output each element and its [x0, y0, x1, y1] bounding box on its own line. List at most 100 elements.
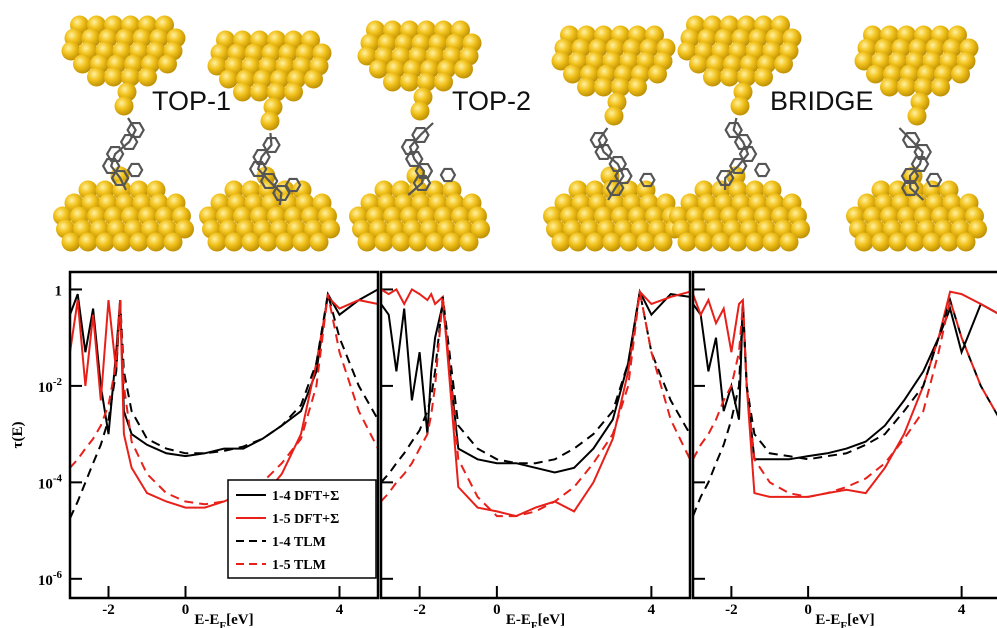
gold-atom: [577, 78, 596, 97]
gold-atom: [147, 233, 166, 252]
gold-atom: [164, 233, 183, 252]
gold-atom: [648, 65, 667, 84]
gold-atom: [637, 233, 656, 252]
gold-atom: [908, 107, 927, 126]
gold-atom: [400, 73, 419, 92]
legend-label: 1-4 TLM: [272, 535, 326, 550]
y-tick-label: 1: [55, 283, 63, 299]
x-axis-label-main: E-E: [194, 612, 219, 628]
gold-atom: [460, 233, 479, 252]
gold-atom: [763, 233, 782, 252]
y-tick-label: 10-4: [38, 472, 63, 492]
series-line: [381, 289, 690, 516]
x-axis-label-unit: [eV]: [538, 612, 565, 628]
gold-atom: [293, 233, 312, 252]
structure-label: TOP-2: [452, 86, 531, 116]
gold-atom: [79, 233, 98, 252]
gold-atom: [250, 83, 269, 102]
gold-atom: [426, 233, 445, 252]
x-tick-label: 0: [804, 602, 812, 618]
gold-atom: [208, 233, 227, 252]
gold-atom: [434, 73, 453, 92]
structures: [53, 16, 987, 252]
x-tick-label: -2: [413, 602, 426, 618]
plot-frame: [693, 272, 997, 598]
x-tick-label: 4: [336, 602, 344, 618]
gold-atom: [695, 233, 714, 252]
gold-atom: [872, 233, 891, 252]
gold-atom: [906, 233, 925, 252]
gold-atom: [586, 233, 605, 252]
gold-atom: [712, 233, 731, 252]
series-line: [381, 292, 690, 473]
gold-atom: [310, 233, 329, 252]
gold-atom: [276, 233, 295, 252]
x-axis-label-unit: [eV]: [847, 612, 874, 628]
gold-atom: [259, 233, 278, 252]
y-tick-base: 10: [38, 476, 53, 492]
legend-label: 1-5 TLM: [272, 558, 326, 573]
ring: [128, 164, 142, 176]
gold-atom: [358, 233, 377, 252]
gold-atom: [411, 102, 430, 121]
legend-label: 1-5 DFT+Σ: [272, 512, 339, 527]
gold-atom: [620, 233, 639, 252]
ring: [441, 169, 455, 181]
structure-label: BRIDGE: [770, 86, 874, 116]
gold-atom: [73, 55, 92, 74]
gold-atom: [409, 233, 428, 252]
gold-atom: [62, 233, 81, 252]
gold-atom: [889, 233, 908, 252]
gold-atom: [603, 233, 622, 252]
x-axis-label-main: E-E: [815, 612, 840, 628]
series-line: [693, 292, 997, 497]
figure: TOP-1 TOP-2 BRIDGE 10-610-410-21-204E-EF…: [0, 0, 997, 628]
gold-atom: [594, 78, 613, 97]
gold-atom: [569, 233, 588, 252]
gold-atom: [897, 78, 916, 97]
structure-label: TOP-1: [152, 86, 231, 116]
legend-label: 1-4 DFT+Σ: [272, 489, 339, 504]
y-tick-label: 10-6: [38, 569, 63, 589]
gold-atom: [242, 233, 261, 252]
gold-atom: [746, 233, 765, 252]
gold-atom: [866, 65, 885, 84]
gold-atom: [720, 68, 739, 87]
gold-atom: [115, 97, 134, 116]
gold-atom: [940, 233, 959, 252]
gold-atom: [951, 65, 970, 84]
x-axis-label-main: E-E: [506, 612, 531, 628]
x-tick-label: 0: [493, 602, 501, 618]
series-line: [693, 300, 997, 497]
gold-atom: [731, 97, 750, 116]
gold-atom: [563, 65, 582, 84]
gold-atom: [880, 78, 899, 97]
ring: [755, 164, 769, 176]
gold-atom: [957, 233, 976, 252]
gold-atom: [225, 233, 244, 252]
gold-atom: [96, 233, 115, 252]
x-axis-label: E-EF[eV]: [194, 612, 253, 628]
gold-atom: [138, 68, 157, 87]
gold-atom: [233, 83, 252, 102]
y-tick-exp: -4: [53, 472, 63, 484]
gold-atom: [130, 233, 149, 252]
x-tick-label: -2: [725, 602, 738, 618]
gold-atom: [689, 55, 708, 74]
y-tick-label: 10-2: [38, 376, 63, 396]
gold-atom: [304, 70, 323, 89]
gold-atom: [392, 233, 411, 252]
gold-atom: [383, 73, 402, 92]
gold-atom: [375, 233, 394, 252]
gold-atom: [87, 68, 106, 87]
gold-atom: [369, 60, 388, 79]
gold-atom: [780, 233, 799, 252]
gold-atom: [774, 55, 793, 74]
gold-atom: [284, 83, 303, 102]
y-tick-exp: -2: [53, 376, 63, 388]
gold-atom: [703, 68, 722, 87]
gold-atom: [454, 60, 473, 79]
x-tick-label: -2: [102, 602, 115, 618]
y-tick-exp: -6: [53, 569, 63, 581]
gold-atom: [754, 68, 773, 87]
